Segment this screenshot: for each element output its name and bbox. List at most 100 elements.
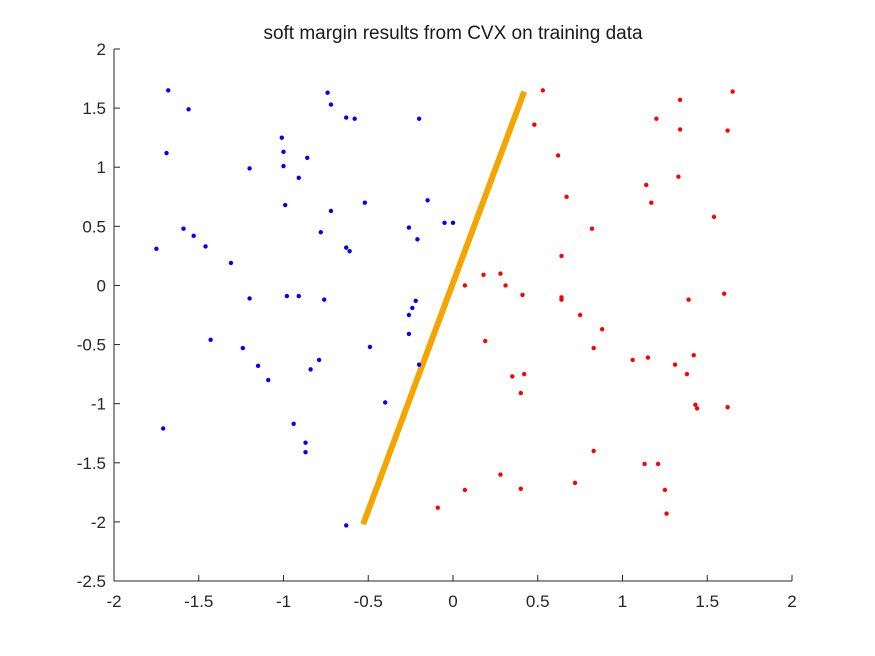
blue-data-point bbox=[308, 367, 313, 372]
blue-data-point bbox=[328, 208, 334, 214]
red-data-point bbox=[645, 355, 651, 360]
red-data-point bbox=[649, 200, 654, 205]
blue-data-point bbox=[154, 246, 159, 251]
x-tick-label: -1.5 bbox=[184, 592, 213, 611]
blue-data-point bbox=[352, 116, 357, 121]
red-data-point bbox=[686, 297, 691, 302]
blue-data-point bbox=[282, 202, 288, 208]
red-data-point bbox=[462, 487, 468, 493]
blue-data-point bbox=[347, 248, 352, 254]
blue-data-point bbox=[296, 293, 301, 299]
red-data-point bbox=[694, 406, 700, 411]
chart-title: soft margin results from CVX on training… bbox=[263, 23, 643, 44]
x-tick-label: 0 bbox=[448, 592, 457, 611]
blue-data-point bbox=[367, 344, 373, 350]
blue-data-point bbox=[181, 226, 186, 231]
red-data-point bbox=[518, 486, 523, 491]
red-data-point bbox=[572, 480, 578, 486]
x-tick-label: 1.5 bbox=[695, 592, 719, 611]
blue-data-point bbox=[164, 150, 169, 156]
red-data-point bbox=[483, 338, 488, 344]
blue-data-point bbox=[318, 230, 323, 235]
blue-data-point bbox=[208, 337, 213, 343]
red-data-point bbox=[564, 194, 569, 199]
red-data-point bbox=[481, 272, 486, 278]
blue-data-point bbox=[281, 163, 286, 169]
blue-data-point bbox=[425, 198, 430, 203]
axes: -2 -1.5 -1 -0.5 0 0.5 1 1.5 2-2.5-2-1.5-1-0.500.… bbox=[77, 40, 797, 611]
y-tick-label: -2 bbox=[91, 513, 106, 532]
decision-boundary-group bbox=[360, 90, 528, 526]
red-data-point bbox=[591, 448, 596, 454]
blue-data-point bbox=[406, 225, 412, 230]
y-tick-label: 1.5 bbox=[82, 99, 106, 118]
blue-data-point bbox=[296, 175, 301, 181]
red-data-point bbox=[662, 487, 668, 493]
blue-data-point bbox=[266, 377, 271, 383]
red-data-point bbox=[498, 271, 503, 276]
blue-data-point bbox=[415, 237, 420, 242]
blue-data-point bbox=[203, 244, 208, 249]
red-data-point bbox=[644, 182, 649, 188]
red-data-point bbox=[691, 352, 696, 358]
blue-data-point bbox=[406, 331, 412, 337]
blue-data-point bbox=[247, 296, 252, 301]
red-data-point bbox=[676, 174, 681, 179]
blue-data-point bbox=[160, 426, 166, 431]
blue-data-point bbox=[166, 88, 171, 93]
red-data-point bbox=[677, 127, 683, 132]
blue-data-point bbox=[328, 102, 334, 107]
blue-data-point bbox=[344, 245, 349, 250]
y-tick-label: 1 bbox=[97, 158, 106, 177]
x-tick-label: 1 bbox=[618, 592, 627, 611]
blue-data-point bbox=[303, 449, 308, 455]
red-data-point bbox=[435, 505, 440, 510]
blue-data-point bbox=[321, 297, 327, 302]
red-data-point bbox=[672, 362, 678, 367]
red-data-point bbox=[540, 88, 546, 93]
y-tick-label: -1.5 bbox=[77, 454, 106, 473]
decision-boundary-line bbox=[360, 90, 528, 526]
y-tick-label: -1 bbox=[91, 395, 106, 414]
blue-data-point bbox=[406, 312, 412, 318]
blue-data-point bbox=[255, 363, 261, 369]
red-data-point bbox=[630, 357, 635, 363]
red-data-point bbox=[462, 283, 468, 288]
x-tick-label: 0.5 bbox=[526, 592, 550, 611]
y-tick-label: -2.5 bbox=[77, 572, 106, 591]
blue-data-point bbox=[240, 345, 246, 351]
blue-data-point bbox=[316, 357, 322, 363]
red-data-point bbox=[722, 291, 727, 296]
red-data-point bbox=[655, 461, 661, 467]
red-data-point bbox=[711, 214, 717, 220]
red-data-point bbox=[510, 374, 515, 379]
blue-data-point bbox=[228, 260, 234, 266]
blue-data-point bbox=[344, 523, 349, 528]
x-tick-label: -1 bbox=[276, 592, 291, 611]
blue-data-point bbox=[305, 155, 310, 160]
y-tick-label: 0 bbox=[97, 276, 106, 295]
y-tick-label: 0.5 bbox=[82, 217, 106, 236]
plot-background bbox=[114, 49, 792, 581]
red-data-point bbox=[591, 345, 596, 351]
y-tick-label: -0.5 bbox=[77, 336, 106, 355]
blue-data-point bbox=[450, 220, 456, 225]
red-data-point bbox=[664, 511, 669, 516]
blue-data-point bbox=[413, 298, 418, 304]
red-data-point bbox=[642, 461, 647, 467]
blue-data-point bbox=[279, 135, 285, 140]
red-data-point bbox=[532, 122, 537, 127]
blue-data-point bbox=[442, 220, 447, 225]
blue-data-point bbox=[281, 149, 286, 155]
red-data-point bbox=[559, 297, 564, 302]
data-points bbox=[154, 88, 735, 528]
blue-data-point bbox=[284, 293, 290, 299]
red-data-point bbox=[498, 472, 503, 477]
blue-data-point bbox=[325, 90, 330, 95]
blue-data-point bbox=[362, 200, 368, 205]
blue-data-point bbox=[291, 421, 296, 426]
red-data-point bbox=[589, 226, 595, 231]
blue-data-point bbox=[344, 115, 349, 120]
blue-data-point bbox=[191, 233, 196, 238]
